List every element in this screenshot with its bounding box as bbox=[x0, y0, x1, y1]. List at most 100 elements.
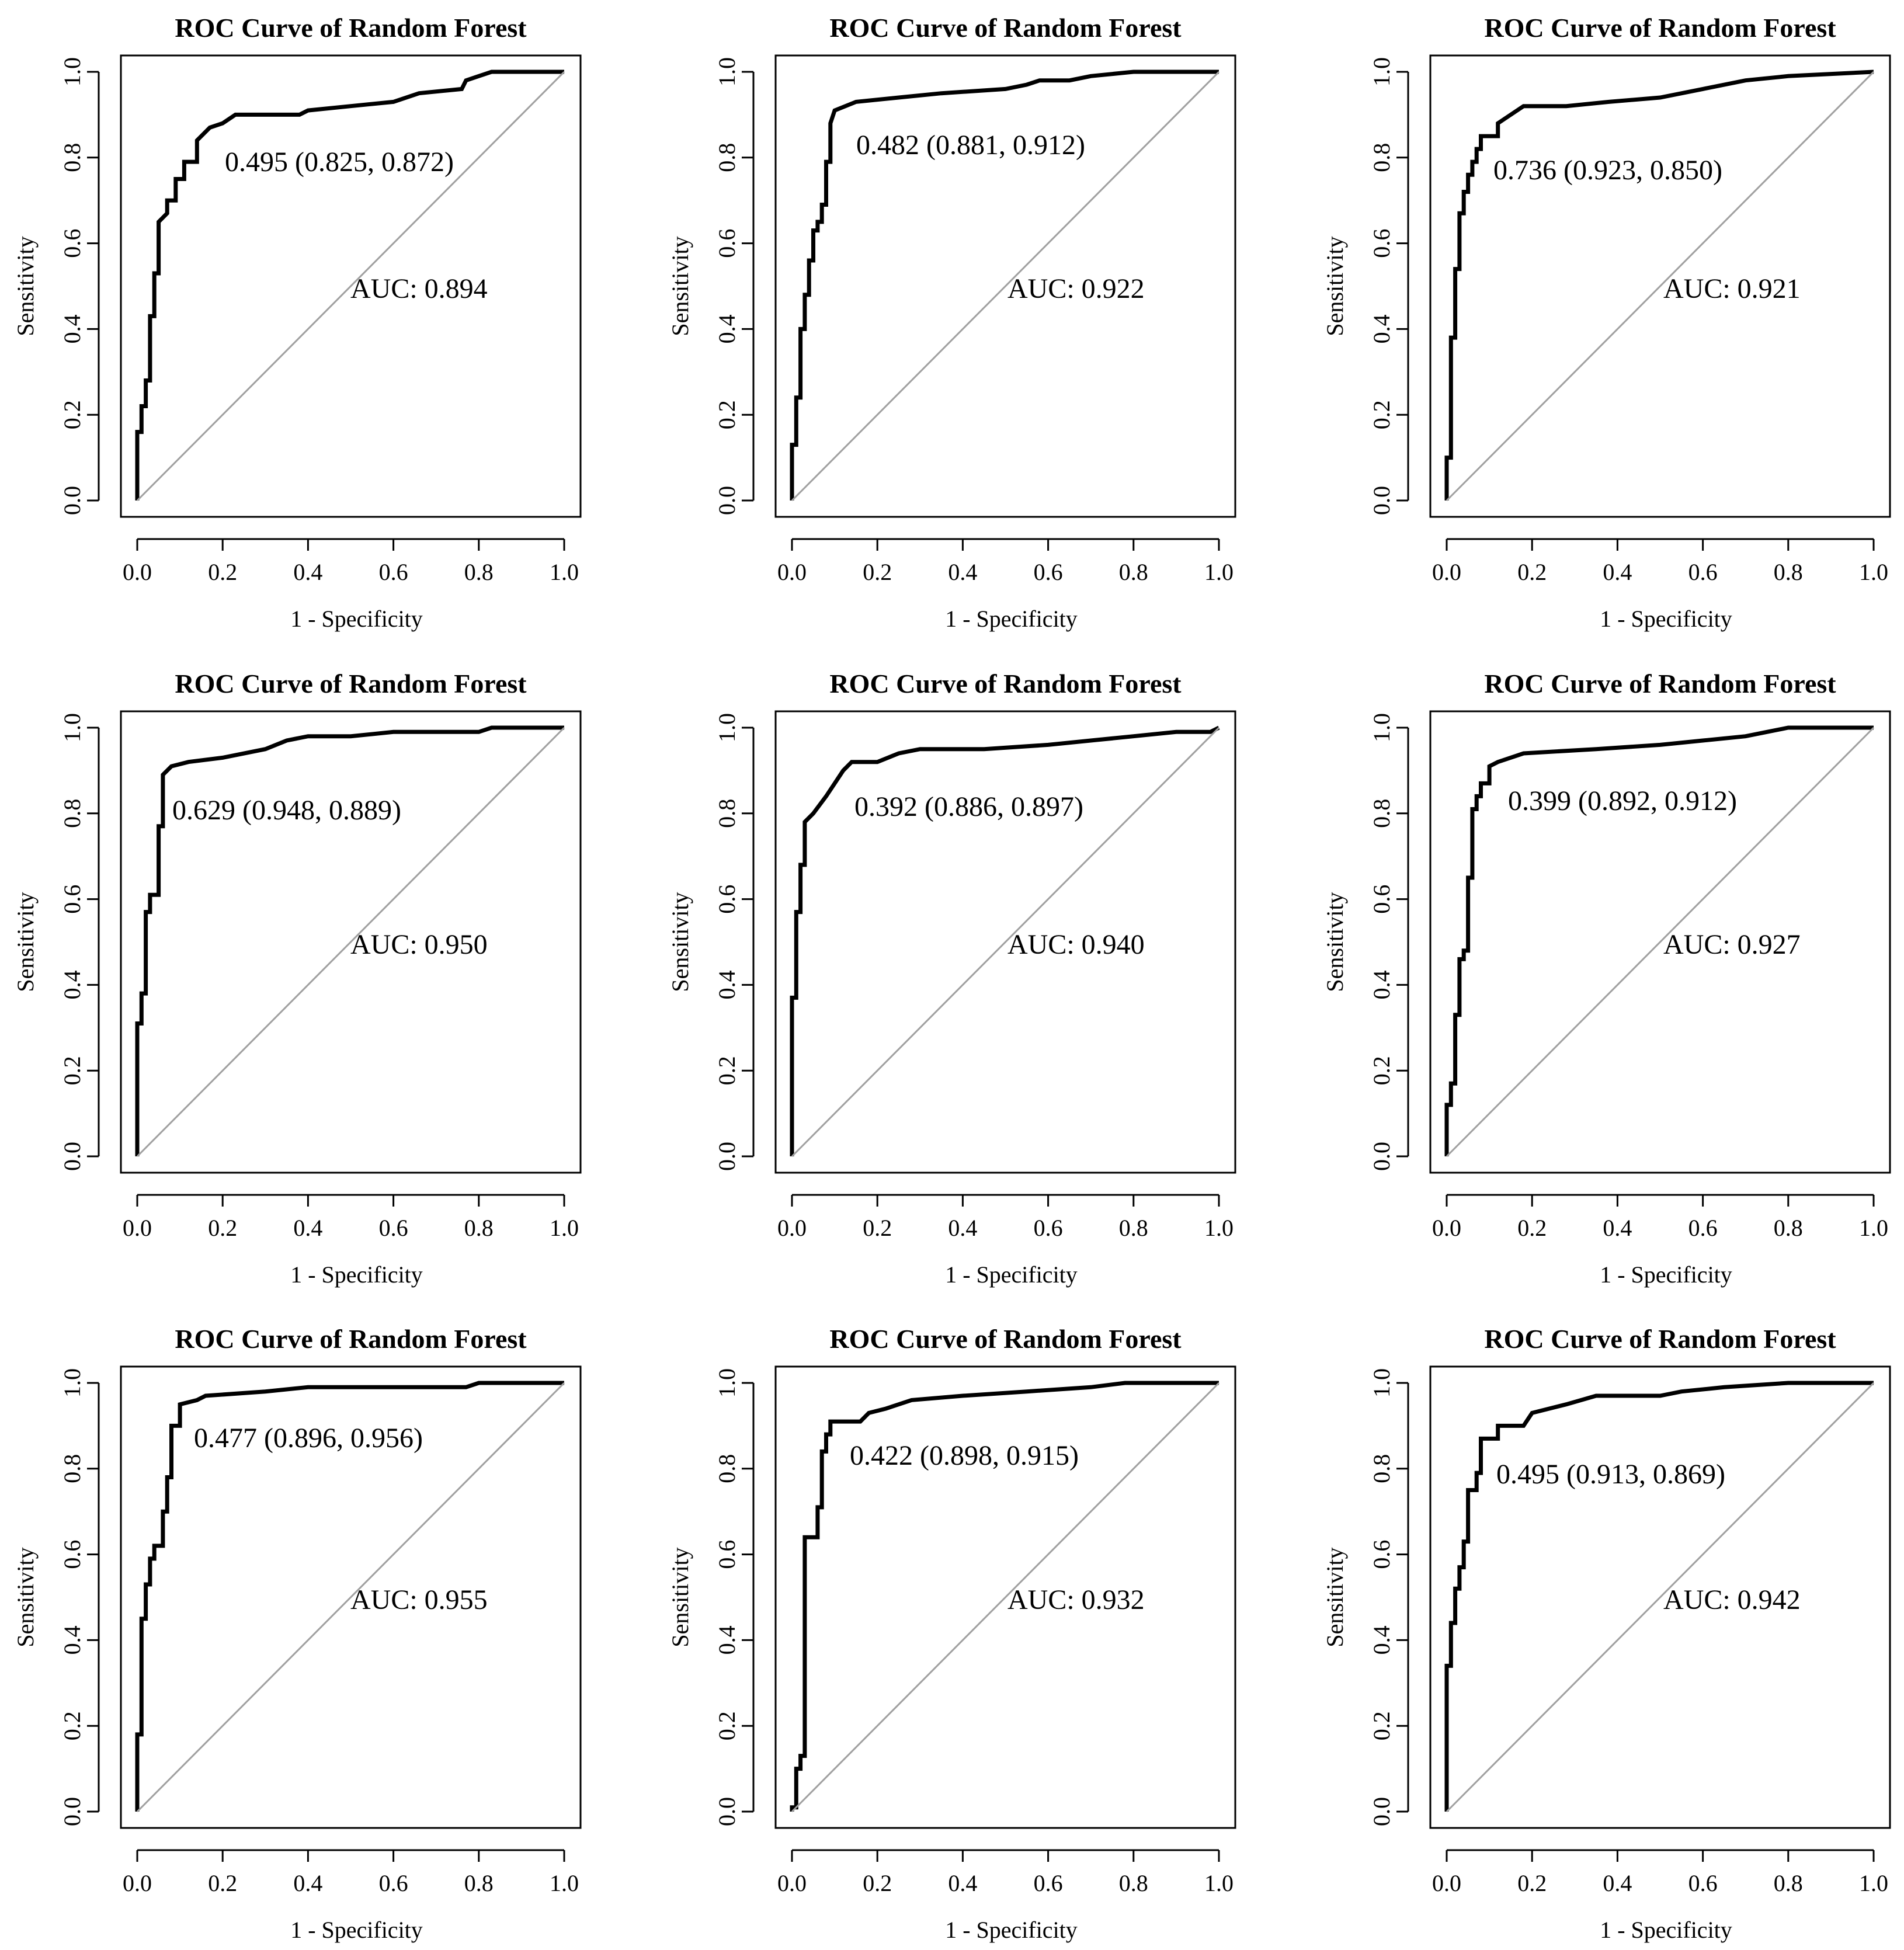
y-tick-label: 1.0 bbox=[1368, 1368, 1395, 1398]
auc-annotation: AUC: 0.894 bbox=[350, 273, 488, 304]
x-tick-label: 0.0 bbox=[1432, 559, 1461, 585]
roc-panel-3: ROC Curve of Random Forest 0.0 0.2 0.4 0.6 0.… bbox=[1322, 13, 1891, 632]
auc-annotation: AUC: 0.940 bbox=[1007, 929, 1145, 960]
x-axis-label: 1 - Specificity bbox=[290, 1261, 423, 1288]
roc-curve bbox=[1444, 725, 1874, 1156]
x-tick-label: 1.0 bbox=[1859, 559, 1888, 585]
y-tick-label: 1.0 bbox=[59, 1368, 85, 1398]
auc-annotation: AUC: 0.955 bbox=[350, 1584, 488, 1615]
x-axis-label: 1 - Specificity bbox=[945, 1917, 1078, 1943]
panel-title: ROC Curve of Random Forest bbox=[829, 1324, 1182, 1354]
y-tick-label: 0.8 bbox=[714, 143, 740, 172]
roc-panel-1: ROC Curve of Random Forest 0.0 0.2 0.4 0.6 0.… bbox=[12, 13, 582, 632]
y-tick-label: 0.4 bbox=[59, 1625, 85, 1654]
reference-diagonal bbox=[1446, 71, 1875, 502]
y-axis-label: Sensitivity bbox=[12, 892, 39, 992]
x-tick-label: 0.4 bbox=[1603, 1215, 1632, 1241]
y-tick-label: 0.2 bbox=[59, 400, 85, 429]
auc-annotation: AUC: 0.932 bbox=[1007, 1584, 1145, 1615]
panel-title: ROC Curve of Random Forest bbox=[175, 13, 527, 43]
plot-frame bbox=[120, 1365, 582, 1829]
panel-title: ROC Curve of Random Forest bbox=[175, 669, 527, 698]
y-tick-label: 0.4 bbox=[1368, 1625, 1395, 1654]
x-tick-label: 0.4 bbox=[293, 1215, 322, 1241]
roc-curve bbox=[1444, 1381, 1874, 1812]
panel-title: ROC Curve of Random Forest bbox=[1484, 669, 1836, 698]
x-tick-label: 0.4 bbox=[293, 1870, 322, 1896]
y-tick-label: 0.0 bbox=[714, 1797, 740, 1826]
x-tick-label: 0.6 bbox=[379, 1870, 408, 1896]
roc-curve bbox=[135, 1381, 564, 1812]
x-tick-label: 0.0 bbox=[1432, 1215, 1461, 1241]
x-tick-label: 0.8 bbox=[464, 559, 494, 585]
threshold-annotation: 0.422 (0.898, 0.915) bbox=[850, 1440, 1079, 1471]
x-tick-label: 0.0 bbox=[123, 1870, 152, 1896]
x-tick-label: 0.2 bbox=[863, 559, 892, 585]
y-tick-label: 0.0 bbox=[1368, 1142, 1395, 1171]
y-tick-label: 0.6 bbox=[59, 885, 85, 914]
y-tick-label: 1.0 bbox=[1368, 713, 1395, 742]
threshold-annotation: 0.629 (0.948, 0.889) bbox=[172, 795, 401, 826]
x-tick-label: 0.2 bbox=[208, 559, 237, 585]
auc-annotation: AUC: 0.921 bbox=[1663, 273, 1801, 304]
y-tick-label: 0.2 bbox=[1368, 1711, 1395, 1740]
plot-frame bbox=[120, 710, 582, 1174]
y-tick-label: 1.0 bbox=[714, 713, 740, 742]
x-tick-label: 0.6 bbox=[1688, 559, 1718, 585]
y-tick-label: 0.8 bbox=[1368, 143, 1395, 172]
x-tick-label: 0.4 bbox=[948, 559, 977, 585]
plot-frame bbox=[1429, 710, 1891, 1174]
y-axis-label: Sensitivity bbox=[12, 236, 39, 336]
panel-title: ROC Curve of Random Forest bbox=[829, 669, 1182, 698]
x-tick-label: 0.2 bbox=[863, 1870, 892, 1896]
y-tick-label: 0.6 bbox=[714, 1540, 740, 1569]
x-tick-label: 0.6 bbox=[1688, 1215, 1718, 1241]
panel-title: ROC Curve of Random Forest bbox=[1484, 1324, 1836, 1354]
threshold-annotation: 0.477 (0.896, 0.956) bbox=[194, 1423, 423, 1454]
y-tick-label: 0.2 bbox=[1368, 1056, 1395, 1085]
reference-diagonal bbox=[1446, 1382, 1875, 1813]
x-tick-label: 0.4 bbox=[948, 1215, 977, 1241]
x-tick-label: 1.0 bbox=[550, 1870, 579, 1896]
auc-annotation: AUC: 0.927 bbox=[1663, 929, 1801, 960]
y-tick-label: 0.4 bbox=[59, 314, 85, 343]
y-axis-label: Sensitivity bbox=[1322, 236, 1348, 336]
y-tick-label: 0.8 bbox=[1368, 799, 1395, 828]
y-tick-label: 0.0 bbox=[1368, 1797, 1395, 1826]
x-tick-label: 0.4 bbox=[293, 559, 322, 585]
reference-diagonal bbox=[136, 71, 565, 502]
y-tick-label: 0.6 bbox=[714, 229, 740, 258]
y-tick-label: 1.0 bbox=[1368, 57, 1395, 86]
x-tick-label: 0.2 bbox=[208, 1870, 237, 1896]
x-tick-label: 0.6 bbox=[1034, 1870, 1063, 1896]
x-tick-label: 0.0 bbox=[777, 559, 807, 585]
roc-panel-6: ROC Curve of Random Forest 0.0 0.2 0.4 0.6 0.… bbox=[1322, 669, 1891, 1288]
y-tick-label: 1.0 bbox=[714, 57, 740, 86]
x-tick-label: 0.6 bbox=[379, 1215, 408, 1241]
x-tick-label: 1.0 bbox=[1204, 559, 1234, 585]
x-axis-label: 1 - Specificity bbox=[1600, 1917, 1732, 1943]
x-tick-label: 0.4 bbox=[1603, 559, 1632, 585]
x-tick-label: 0.6 bbox=[1034, 559, 1063, 585]
y-tick-label: 0.6 bbox=[1368, 1540, 1395, 1569]
reference-diagonal bbox=[791, 727, 1220, 1158]
x-axis-label: 1 - Specificity bbox=[1600, 1261, 1732, 1288]
x-tick-label: 0.8 bbox=[1774, 559, 1803, 585]
x-tick-label: 0.6 bbox=[1034, 1215, 1063, 1241]
y-axis-label: Sensitivity bbox=[1322, 1547, 1348, 1647]
roc-panel-9: ROC Curve of Random Forest 0.0 0.2 0.4 0.6 0.… bbox=[1322, 1324, 1891, 1943]
x-tick-label: 0.0 bbox=[123, 1215, 152, 1241]
x-tick-label: 0.2 bbox=[1517, 559, 1547, 585]
y-tick-label: 0.0 bbox=[714, 486, 740, 515]
x-tick-label: 0.6 bbox=[1688, 1870, 1718, 1896]
x-axis-label: 1 - Specificity bbox=[945, 1261, 1078, 1288]
roc-panel-4: ROC Curve of Random Forest 0.0 0.2 0.4 0.6 0.… bbox=[12, 669, 582, 1288]
roc-curve bbox=[135, 69, 564, 500]
x-tick-label: 0.6 bbox=[379, 559, 408, 585]
x-tick-label: 0.4 bbox=[1603, 1870, 1632, 1896]
y-tick-label: 1.0 bbox=[714, 1368, 740, 1398]
y-tick-label: 0.8 bbox=[714, 1454, 740, 1483]
x-tick-label: 0.8 bbox=[464, 1215, 494, 1241]
plot-frame bbox=[774, 710, 1236, 1174]
